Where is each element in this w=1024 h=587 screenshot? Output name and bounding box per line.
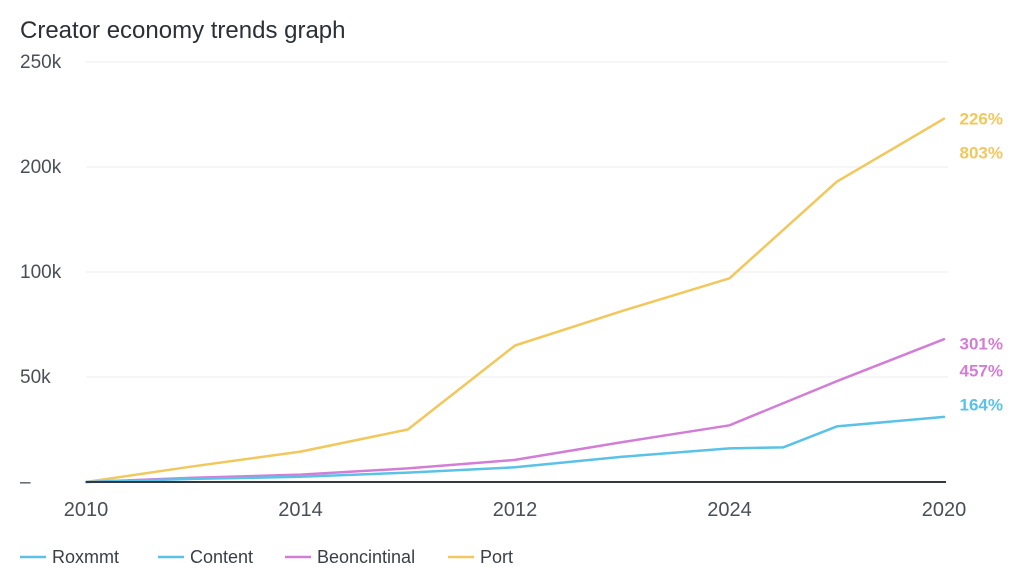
x-tick-label: 2012 — [493, 499, 538, 521]
annotations: 226% 803% 301% 457% 164% — [960, 110, 1003, 415]
x-tick-label: 2014 — [278, 499, 323, 521]
chart-title: Creator economy trends graph — [20, 17, 346, 44]
annotation-label: 301% — [960, 334, 1003, 353]
legend-label: Content — [190, 547, 253, 567]
annotation-label: 803% — [960, 143, 1003, 162]
series-line-port — [84, 117, 946, 484]
legend-label: Roxmmt — [52, 547, 119, 567]
x-tick-label: 2010 — [64, 499, 109, 521]
y-tick-label: 100k — [20, 262, 62, 283]
series-lines — [84, 117, 946, 484]
annotation-label: 164% — [960, 395, 1003, 414]
legend-label: Port — [480, 547, 513, 567]
series-line-content — [84, 415, 946, 484]
annotation-label: 457% — [960, 362, 1003, 381]
annotation-label: 226% — [960, 110, 1003, 129]
gridlines — [86, 61, 948, 378]
x-axis-ticks: 2010 2014 2012 2024 2020 — [64, 499, 967, 521]
legend: Roxmmt Content Beoncintinal Port — [20, 547, 513, 567]
y-axis-ticks: – 50k 100k 200k 250k — [20, 52, 62, 493]
legend-label: Beoncintinal — [317, 547, 415, 567]
series-line-beoncintinal — [84, 337, 946, 484]
x-tick-label: 2020 — [922, 499, 967, 521]
y-tick-label: 250k — [20, 52, 62, 73]
y-tick-label: – — [20, 472, 31, 493]
x-tick-label: 2024 — [707, 499, 752, 521]
y-tick-label: 200k — [20, 157, 62, 178]
y-tick-label: 50k — [20, 367, 51, 388]
